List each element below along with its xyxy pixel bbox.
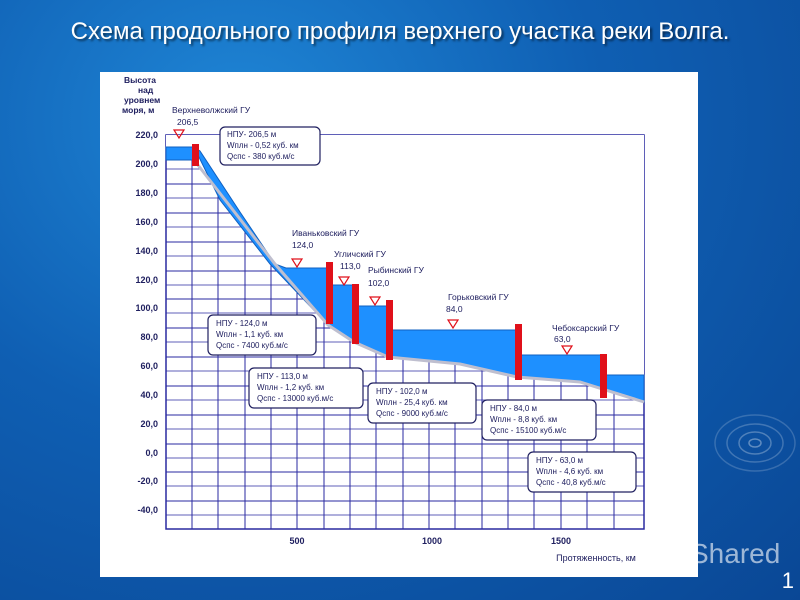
watermark: Shared [690, 538, 781, 569]
y-tick-label: 120,0 [135, 275, 158, 285]
y-tick-label: 160,0 [135, 217, 158, 227]
station-level: 102,0 [368, 278, 390, 288]
station-name: Горьковский ГУ [448, 292, 509, 302]
dam-gorkovsky [515, 324, 522, 380]
station-level: 124,0 [292, 240, 314, 250]
station-name: Верхневолжский ГУ [172, 105, 251, 115]
y-tick-label: 200,0 [135, 159, 158, 169]
page-number: 1 [781, 568, 794, 593]
y-tick-label: 40,0 [140, 390, 158, 400]
info-discharge: Qспс - 15100 куб.м/с [490, 426, 566, 435]
y-axis-label-line: над [138, 85, 154, 95]
y-tick-label: -20,0 [137, 476, 158, 486]
info-npu: НПУ - 113,0 м [257, 372, 308, 381]
x-tick-label: 1000 [422, 536, 442, 546]
info-npu: НПУ - 102,0 м [376, 387, 427, 396]
info-volume: Wплн - 8,8 куб. км [490, 415, 557, 424]
info-box: НПУ - 63,0 м Wплн - 4,6 куб. км Qспс - 4… [527, 451, 637, 493]
level-marker-icon [172, 129, 186, 140]
station-name: Иваньковский ГУ [292, 228, 360, 238]
x-tick-label: 1500 [551, 536, 571, 546]
info-discharge: Qспс - 9000 куб.м/с [376, 409, 448, 418]
station-labels: Верхневолжский ГУ 206,5 Иваньковский ГУ … [172, 105, 620, 344]
info-discharge: Qспс - 40,8 куб.м/с [536, 478, 606, 487]
info-discharge: Qспс - 380 куб.м/с [227, 152, 294, 161]
info-volume: Wплн - 1,2 куб. км [257, 383, 324, 392]
info-discharge: Qспс - 7400 куб.м/с [216, 341, 288, 350]
y-axis-label-line: Высота [124, 75, 156, 85]
level-marker-icon [337, 276, 351, 287]
level-marker-icon [560, 345, 574, 356]
reservoir-ivankovsky [192, 145, 329, 327]
dam-uglichsky [352, 284, 359, 344]
x-axis-ticks: 500 1000 1500 [289, 536, 571, 546]
y-tick-label: 20,0 [140, 419, 158, 429]
dam-cheboksarsky [600, 354, 607, 398]
dam-ivankovsky [326, 262, 333, 324]
x-tick-label: 500 [289, 536, 304, 546]
y-tick-label: 80,0 [140, 332, 158, 342]
info-volume: Wплн - 0,52 куб. км [227, 141, 299, 150]
level-markers [172, 129, 574, 356]
info-box: НПУ- 206,5 м Wплн - 0,52 куб. км Qспс - … [219, 126, 321, 166]
info-box: НПУ - 124,0 м Wплн - 1,1 куб. км Qспс - … [207, 314, 317, 356]
dams [192, 144, 607, 398]
x-axis-label-bg [548, 550, 644, 563]
y-tick-label: 0,0 [145, 448, 158, 458]
station-name: Рыбинский ГУ [368, 265, 425, 275]
y-tick-label: 140,0 [135, 246, 158, 256]
dam-verkhnevolzhsky [192, 144, 199, 166]
level-marker-icon [446, 319, 460, 330]
info-npu: НПУ - 124,0 м [216, 319, 267, 328]
y-axis-ticks: 220,0 200,0 180,0 160,0 140,0 120,0 100,… [135, 130, 158, 515]
info-box: НПУ - 102,0 м Wплн - 25,4 куб. км Qспс -… [367, 382, 477, 424]
level-marker-icon [368, 296, 382, 307]
station-name: Чебоксарский ГУ [552, 323, 620, 333]
y-tick-label: 100,0 [135, 303, 158, 313]
station-level: 84,0 [446, 304, 463, 314]
y-tick-label: -40,0 [137, 505, 158, 515]
y-tick-label: 60,0 [140, 361, 158, 371]
ripple-decoration-icon [714, 414, 796, 472]
y-tick-label: 220,0 [135, 130, 158, 140]
station-level: 206,5 [177, 117, 199, 127]
station-level: 113,0 [340, 261, 361, 271]
info-npu: НПУ - 63,0 м [536, 456, 583, 465]
info-volume: Wплн - 1,1 куб. км [216, 330, 283, 339]
info-npu: НПУ - 84,0 м [490, 404, 537, 413]
level-marker-icon [290, 258, 304, 269]
station-level: 63,0 [554, 334, 571, 344]
info-box: НПУ - 84,0 м Wплн - 8,8 куб. км Qспс - 1… [481, 399, 597, 441]
info-volume: Wплн - 25,4 куб. км [376, 398, 448, 407]
info-npu: НПУ- 206,5 м [227, 130, 276, 139]
profile-diagram: Высота над уровнем моря, м 220,0 200,0 1… [122, 75, 645, 563]
y-axis-label-line: уровнем [124, 95, 160, 105]
reservoir-gorkovsky [387, 329, 518, 378]
river-bed-mask [166, 135, 644, 402]
info-volume: Wплн - 4,6 куб. км [536, 467, 603, 476]
y-axis-label-line: моря, м [122, 105, 154, 115]
y-tick-label: 180,0 [135, 188, 158, 198]
info-discharge: Qспс - 13000 куб.м/с [257, 394, 333, 403]
x-axis-label: Протяженность, км [556, 553, 636, 563]
dam-rybinsky [386, 300, 393, 360]
diagram-panel: Высота над уровнем моря, м 220,0 200,0 1… [100, 72, 698, 577]
reservoir-verkhnevolzhsky [165, 146, 195, 161]
station-name: Угличский ГУ [334, 249, 386, 259]
y-axis-label: Высота над уровнем моря, м [122, 75, 160, 115]
info-box: НПУ - 113,0 м Wплн - 1,2 куб. км Qспс - … [248, 367, 364, 409]
slide-title: Схема продольного профиля верхнего участ… [70, 18, 730, 45]
